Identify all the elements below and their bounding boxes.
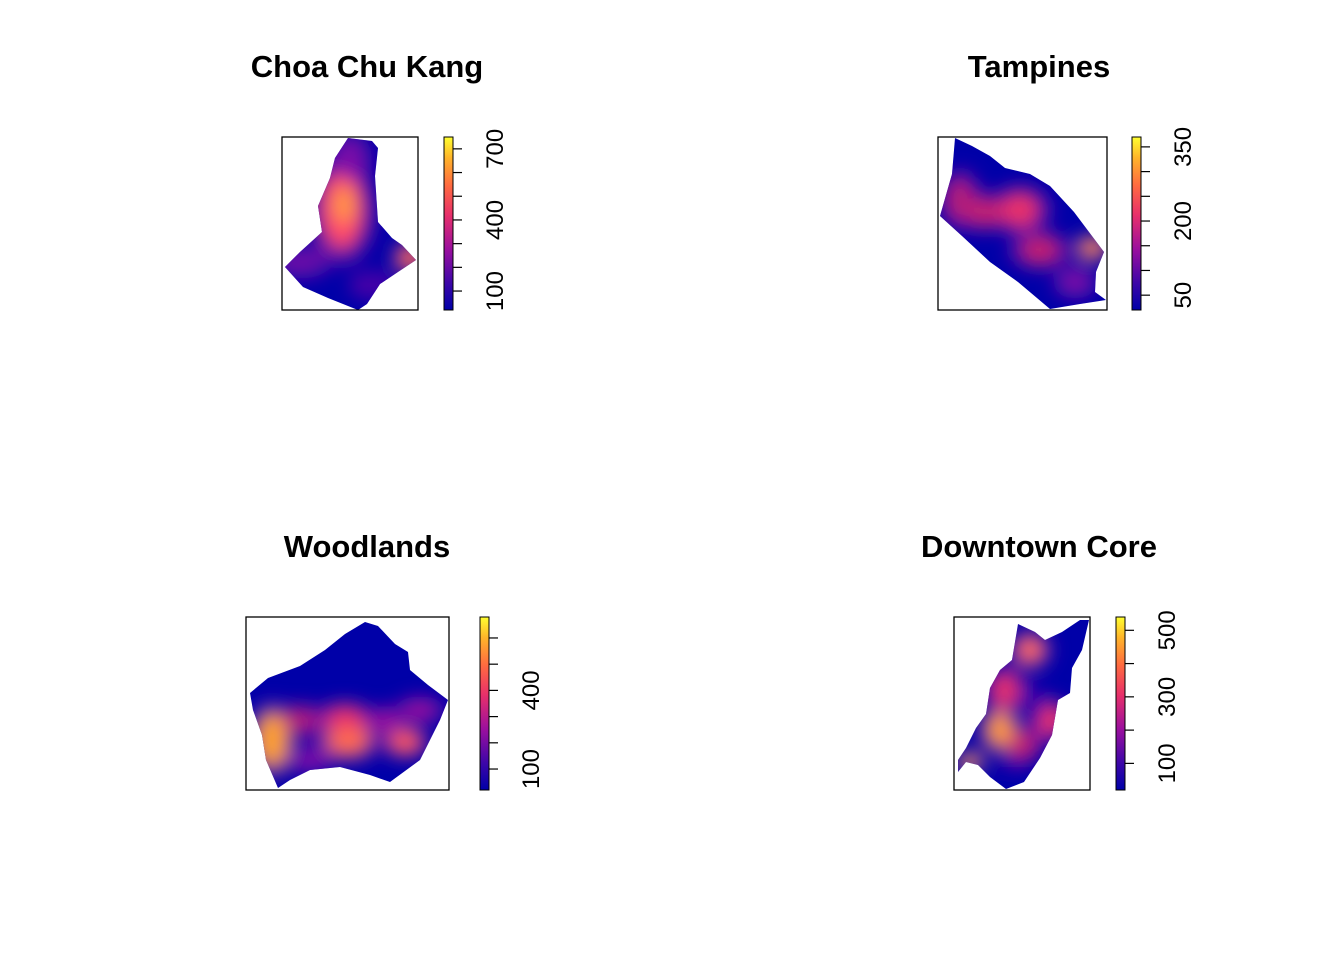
- density-hotspot-1: [965, 198, 1005, 226]
- panel-1: Tampines 50 200 350: [937, 49, 1197, 311]
- legend-colorbar: [444, 137, 453, 310]
- density-hotspot-1: [334, 187, 354, 223]
- density-region: [250, 622, 448, 788]
- panel-title: Tampines: [968, 49, 1110, 84]
- legend-colorbar: [1132, 137, 1141, 310]
- density-hotspot-1: [326, 724, 370, 756]
- panel-2: Woodlands 100 400: [245, 529, 545, 791]
- legend-tick-label-0: 100: [1154, 743, 1181, 783]
- density-hotspot-5: [1008, 731, 1036, 759]
- density-hotspot-4: [960, 754, 980, 770]
- panel-0: Choa Chu Kang 100 400 700: [251, 49, 509, 311]
- density-hotspot-5: [404, 700, 436, 720]
- legend-colorbar: [1116, 617, 1125, 790]
- density-hotspot-0: [1000, 192, 1040, 228]
- plot-frame: [953, 616, 1091, 791]
- density-hotspot-2: [991, 672, 1019, 708]
- panel-title: Woodlands: [284, 529, 450, 564]
- plot-frame: [245, 616, 450, 791]
- legend-frame: [1131, 136, 1142, 311]
- density-hotspot-4: [285, 250, 320, 274]
- legend-tick-label-1: 400: [482, 200, 509, 240]
- density-region: [958, 620, 1089, 789]
- legend-frame: [1115, 616, 1126, 791]
- legend-tick-label-0: 100: [482, 271, 509, 311]
- legend-tick-label-2: 350: [1170, 127, 1197, 167]
- density-hotspot-6: [371, 710, 399, 730]
- density-hotspot-7: [294, 750, 326, 770]
- density-hotspot-1: [1016, 636, 1044, 664]
- density-hotspot-4: [1080, 238, 1104, 258]
- density-region: [285, 138, 416, 310]
- plot-frame: [937, 136, 1108, 311]
- density-hotspot-2: [946, 178, 974, 222]
- legend-tick-label-2: 500: [1154, 610, 1181, 650]
- legend-tick-label-1: 200: [1170, 201, 1197, 241]
- density-hotspot-5: [358, 275, 386, 295]
- panel-title: Choa Chu Kang: [251, 49, 484, 84]
- legend-colorbar: [480, 617, 489, 790]
- density-hotspot-3: [398, 246, 416, 270]
- density-coldspot-0: [1024, 680, 1044, 720]
- density-hotspot-3: [1020, 236, 1060, 264]
- panel-3: Downtown Core 100 300 500: [921, 529, 1181, 791]
- density-hotspot-2: [336, 140, 364, 180]
- legend-frame: [479, 616, 490, 791]
- panel-title: Downtown Core: [921, 529, 1157, 564]
- legend-tick-label-1: 400: [518, 670, 545, 710]
- legend-frame: [443, 136, 454, 311]
- legend-tick-label-0: 100: [518, 749, 545, 789]
- density-hotspot-2: [325, 706, 365, 730]
- legend-tick-label-0: 50: [1170, 282, 1197, 309]
- legend-tick-label-2: 700: [482, 129, 509, 169]
- legend-tick-label-1: 300: [1154, 677, 1181, 717]
- density-hotspot-0: [986, 712, 1014, 748]
- density-region: [940, 138, 1106, 309]
- density-hotspot-3: [389, 730, 421, 754]
- density-hotspot-5: [1061, 270, 1089, 294]
- plot-frame: [281, 136, 419, 311]
- density-hotspot-4: [282, 708, 318, 732]
- density-coldspot-1: [1000, 756, 1024, 776]
